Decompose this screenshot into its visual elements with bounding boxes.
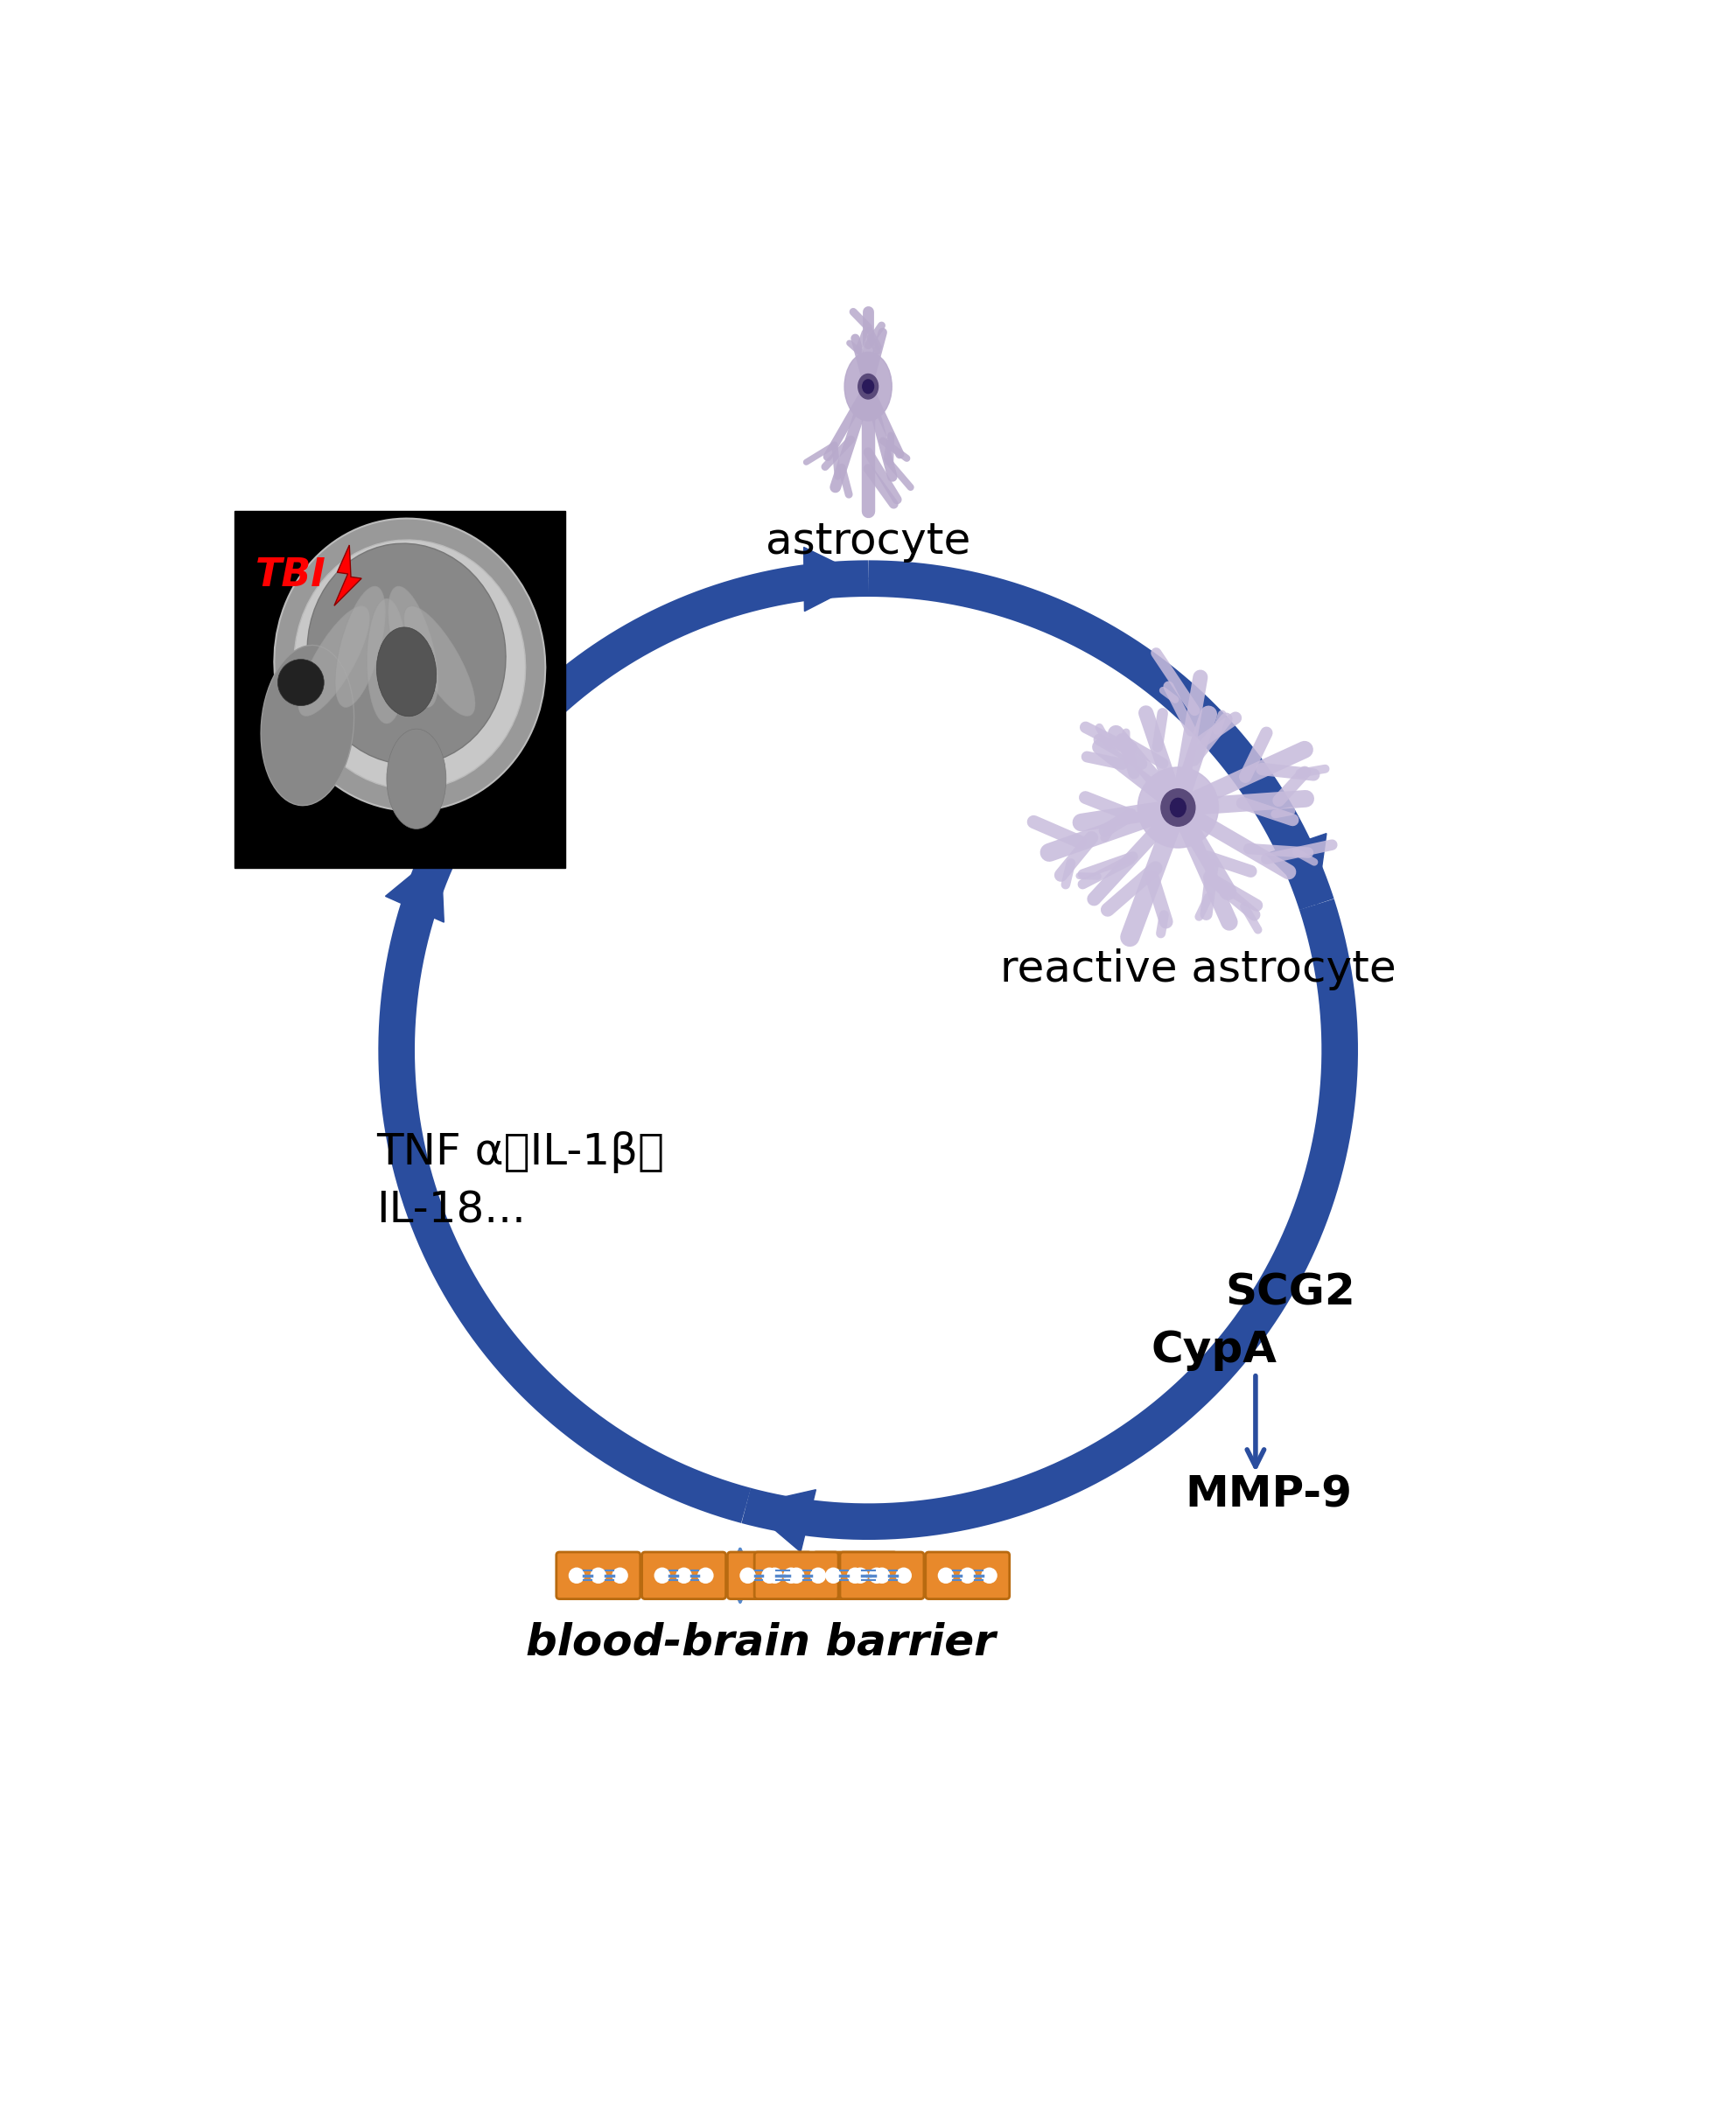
Text: reactive astrocyte: reactive astrocyte	[1000, 948, 1396, 991]
Circle shape	[981, 1567, 996, 1584]
Text: CypA: CypA	[1151, 1329, 1278, 1371]
Circle shape	[740, 1567, 755, 1584]
Ellipse shape	[299, 606, 370, 716]
Polygon shape	[335, 544, 361, 606]
FancyBboxPatch shape	[925, 1552, 1010, 1599]
Circle shape	[698, 1567, 713, 1584]
FancyArrow shape	[746, 1490, 816, 1552]
FancyBboxPatch shape	[727, 1552, 811, 1599]
Circle shape	[788, 1567, 804, 1584]
Ellipse shape	[274, 519, 545, 810]
Circle shape	[852, 1567, 868, 1584]
Circle shape	[762, 1567, 778, 1584]
Text: blood-brain barrier: blood-brain barrier	[526, 1622, 995, 1665]
Ellipse shape	[307, 544, 505, 765]
Bar	[234, 510, 564, 867]
FancyArrow shape	[1266, 833, 1326, 904]
Ellipse shape	[404, 606, 476, 716]
Ellipse shape	[389, 587, 437, 708]
Circle shape	[960, 1567, 976, 1584]
FancyArrow shape	[385, 850, 444, 923]
Ellipse shape	[844, 353, 892, 421]
Ellipse shape	[858, 374, 878, 400]
Ellipse shape	[863, 381, 873, 393]
Circle shape	[675, 1567, 693, 1584]
FancyBboxPatch shape	[812, 1552, 898, 1599]
Circle shape	[825, 1567, 842, 1584]
Circle shape	[767, 1567, 783, 1584]
Circle shape	[611, 1567, 628, 1584]
Circle shape	[811, 1567, 826, 1584]
Text: TBI: TBI	[255, 557, 326, 593]
Ellipse shape	[1170, 797, 1186, 816]
Circle shape	[896, 1567, 911, 1584]
FancyBboxPatch shape	[840, 1552, 924, 1599]
FancyArrow shape	[804, 546, 868, 610]
Ellipse shape	[1137, 767, 1219, 848]
Circle shape	[937, 1567, 953, 1584]
Circle shape	[783, 1567, 799, 1584]
Ellipse shape	[1161, 789, 1194, 827]
Text: MMP-9: MMP-9	[1184, 1473, 1352, 1516]
Ellipse shape	[377, 627, 436, 716]
Circle shape	[590, 1567, 606, 1584]
Ellipse shape	[260, 644, 354, 806]
Circle shape	[568, 1567, 585, 1584]
FancyBboxPatch shape	[642, 1552, 726, 1599]
FancyBboxPatch shape	[556, 1552, 641, 1599]
Ellipse shape	[366, 600, 406, 723]
Ellipse shape	[293, 540, 526, 789]
Ellipse shape	[387, 729, 446, 829]
Circle shape	[654, 1567, 670, 1584]
Circle shape	[868, 1567, 885, 1584]
Text: TNF α、IL-1β、
IL-18...: TNF α、IL-1β、 IL-18...	[377, 1131, 665, 1231]
Circle shape	[873, 1567, 891, 1584]
Text: SCG2: SCG2	[1226, 1271, 1356, 1314]
Ellipse shape	[335, 587, 385, 708]
Ellipse shape	[278, 659, 325, 706]
Circle shape	[847, 1567, 863, 1584]
FancyBboxPatch shape	[755, 1552, 838, 1599]
Text: astrocyte: astrocyte	[766, 521, 970, 563]
